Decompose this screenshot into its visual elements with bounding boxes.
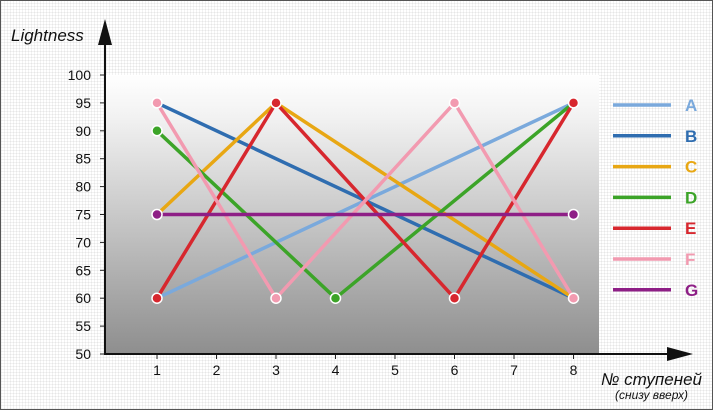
y-tick-label: 75: [75, 207, 91, 223]
series-point-d: [329, 292, 342, 304]
series-line-f: [155, 101, 576, 300]
series-point-g: [151, 208, 163, 221]
y-tick-label: 65: [75, 262, 91, 278]
y-tick-label: 95: [75, 95, 91, 111]
legend-label-d: D: [685, 188, 697, 207]
x-tick-label: 4: [332, 362, 340, 378]
series-point-d: [151, 125, 163, 137]
x-tick-label: 3: [272, 362, 280, 378]
series-point-e: [448, 292, 461, 304]
x-tick-label: 2: [213, 362, 221, 378]
x-axis-subtitle: (снизу вверх): [615, 388, 688, 402]
y-tick-label: 85: [75, 151, 91, 167]
series-point-e: [270, 97, 282, 109]
y-ticks: 50 55 60 65 70 75 80 85 90 95 100: [68, 67, 105, 362]
x-axis-arrow: [667, 347, 693, 361]
legend-label-c: C: [685, 158, 697, 177]
series-point-f: [151, 97, 163, 109]
y-tick-label: 70: [75, 234, 91, 250]
legend-label-g: G: [685, 281, 698, 300]
y-tick-label: 50: [75, 346, 91, 362]
x-tick-label: 8: [570, 362, 578, 378]
y-tick-label: 60: [75, 290, 91, 306]
y-axis-title: Lightness: [11, 26, 84, 45]
y-tick-label: 80: [75, 179, 91, 195]
x-tick-label: 1: [153, 362, 161, 378]
series-point-e: [567, 97, 580, 109]
y-axis-arrow: [98, 19, 112, 45]
series-point-f: [270, 292, 282, 304]
y-tick-label: 90: [75, 123, 91, 139]
series-point-f: [567, 292, 580, 304]
legend-label-b: B: [685, 127, 697, 146]
markers-layer: [151, 97, 580, 304]
x-tick-label: 7: [510, 362, 518, 378]
series-point-e: [151, 292, 163, 304]
series-point-g: [567, 208, 580, 221]
series-point-f: [448, 97, 461, 109]
y-tick-label: 55: [75, 318, 91, 334]
y-tick-label: 100: [68, 67, 92, 83]
legend-label-f: F: [685, 250, 695, 269]
x-tick-label: 5: [391, 362, 399, 378]
legend-label-e: E: [685, 219, 696, 238]
axes: 1 2 3 4 5 6 7 8: [98, 19, 693, 378]
x-tick-label: 6: [451, 362, 459, 378]
x-axis-title: № ступеней: [601, 370, 703, 389]
legend-label-a: A: [685, 96, 697, 115]
